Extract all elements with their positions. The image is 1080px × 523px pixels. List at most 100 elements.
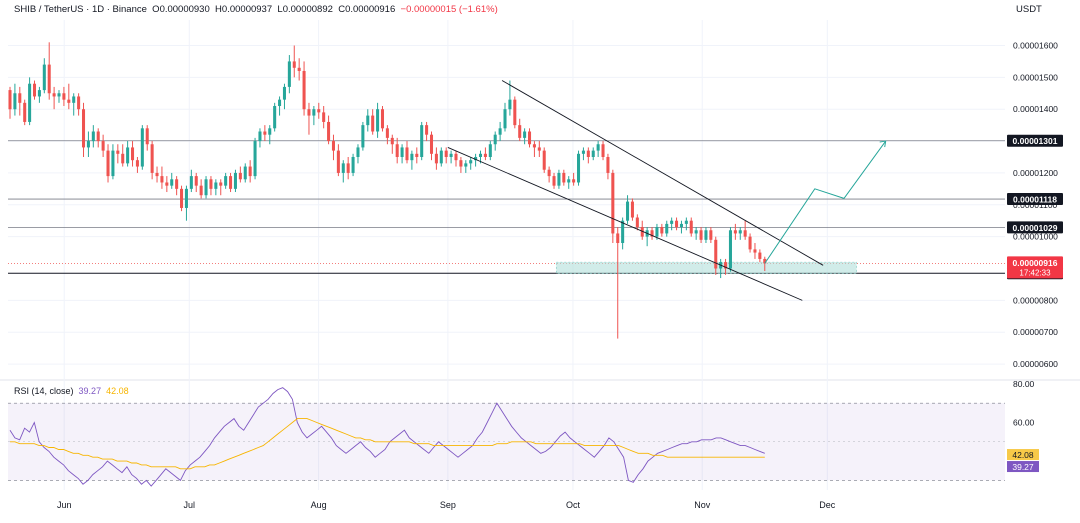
candle-body: [390, 137, 394, 145]
rsi-ma-badge: [1007, 449, 1039, 461]
candle: [145, 125, 149, 151]
candle: [449, 150, 453, 164]
candle-body: [91, 131, 95, 142]
candle-body: [547, 169, 551, 177]
candle-body: [537, 147, 541, 151]
candle-body: [135, 160, 139, 167]
candle-body: [189, 176, 193, 189]
candle: [331, 134, 335, 161]
candle-body: [488, 144, 492, 157]
candle-body: [405, 147, 409, 161]
candle-body: [287, 61, 291, 87]
candle: [184, 185, 188, 221]
candle-body: [366, 115, 370, 126]
candle-body: [410, 153, 414, 161]
candle-body: [258, 131, 262, 142]
candle-body: [714, 239, 718, 269]
candle: [626, 195, 630, 224]
candle: [287, 55, 291, 94]
x-tick-label: Nov: [694, 500, 711, 510]
candle: [199, 179, 203, 199]
candle: [596, 141, 600, 157]
candle-body: [596, 144, 600, 151]
candle: [376, 102, 380, 138]
rsi-title: RSI (14, close): [14, 386, 74, 396]
candle-body: [748, 236, 752, 250]
candle-body: [302, 70, 306, 110]
candle-body: [621, 220, 625, 244]
x-tick-label: Dec: [819, 500, 836, 510]
candle: [13, 83, 17, 116]
candle: [699, 227, 703, 244]
price-level-label: 0.00001029: [1013, 223, 1058, 233]
candle: [758, 249, 762, 263]
candle: [606, 153, 610, 180]
candle: [106, 144, 110, 183]
candle: [121, 144, 125, 167]
candle-body: [121, 153, 125, 164]
candle-body: [709, 230, 713, 240]
candle: [165, 176, 169, 193]
candle: [738, 227, 742, 240]
candle: [160, 166, 164, 189]
candle-body: [478, 153, 483, 157]
candle: [278, 96, 282, 116]
candle: [327, 115, 331, 145]
low-label: L: [277, 4, 283, 15]
candle: [709, 227, 713, 244]
candle: [282, 83, 286, 110]
candle-body: [57, 93, 61, 97]
candle: [513, 96, 517, 129]
candle: [229, 172, 233, 193]
candle-body: [150, 144, 154, 173]
y-tick-label: 0.00001500: [1013, 72, 1058, 82]
candle: [47, 42, 51, 100]
candle-body: [425, 125, 429, 135]
candle: [390, 134, 394, 154]
channel-lower: [447, 147, 803, 301]
candle-body: [493, 134, 497, 145]
candle-body: [23, 102, 27, 122]
y-tick-label: 0.00001000: [1013, 232, 1058, 242]
candle: [57, 90, 61, 103]
candle-body: [616, 233, 620, 244]
candle-body: [165, 182, 169, 186]
price-level-badge: [1007, 221, 1063, 234]
candle: [552, 172, 556, 189]
candle-body: [660, 227, 664, 234]
candle: [28, 77, 32, 126]
candle: [660, 223, 664, 237]
candle: [77, 93, 81, 116]
candle: [425, 121, 429, 142]
candles: [8, 42, 767, 339]
candle-body: [483, 153, 487, 157]
candle-body: [170, 179, 174, 186]
countdown-label: 17:42:33: [1019, 268, 1051, 277]
candle: [135, 156, 139, 173]
candle-body: [243, 166, 247, 180]
candle: [581, 147, 585, 161]
candle-body: [214, 182, 218, 189]
candle: [611, 169, 615, 244]
candle-body: [42, 64, 46, 91]
price-level-badge: [1007, 134, 1063, 147]
candle-body: [101, 141, 105, 151]
time-axis: Jun Jul Aug Sep Oct Nov Dec: [57, 500, 836, 510]
candle-body: [601, 144, 605, 157]
candle-body: [523, 131, 527, 138]
price-axis: 0.000016000.000015000.000014000.00001300…: [1007, 40, 1063, 473]
candle: [253, 137, 257, 180]
candle: [562, 169, 566, 186]
candle: [263, 125, 267, 142]
candle-body: [694, 230, 698, 234]
candle-body: [513, 99, 517, 126]
candle: [302, 61, 306, 116]
candle-body: [385, 128, 389, 138]
candle: [523, 128, 527, 145]
y-tick-label: 0.00001400: [1013, 104, 1058, 114]
candle: [753, 243, 757, 259]
candle-body: [655, 227, 659, 237]
price-level-badge: [1007, 193, 1063, 206]
candle: [317, 102, 321, 119]
